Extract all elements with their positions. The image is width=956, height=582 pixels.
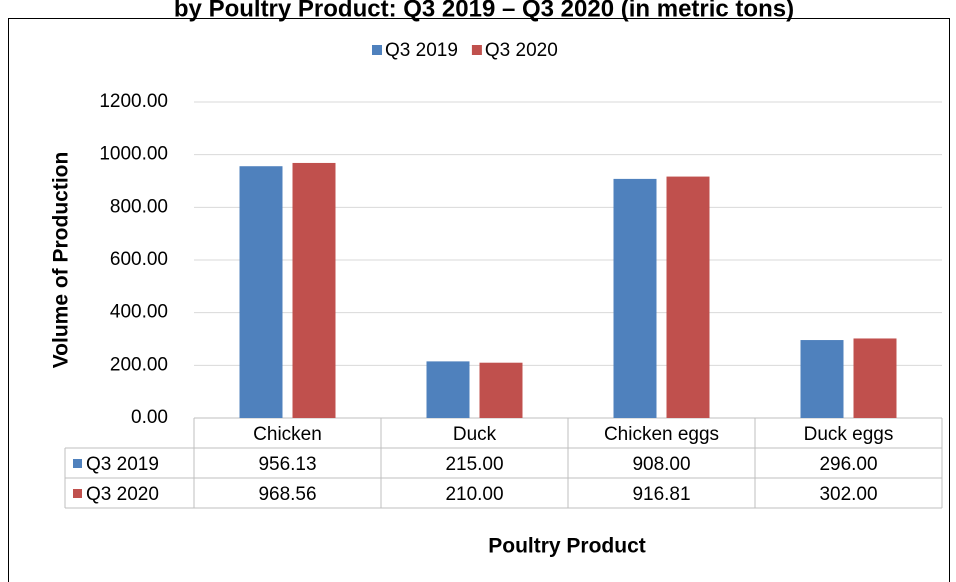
y-tick-label: 0.00	[131, 407, 168, 428]
chart-border	[8, 18, 950, 582]
table-value: 296.00	[819, 454, 877, 475]
y-tick-label: 400.00	[110, 302, 168, 323]
y-axis-title: Volume of Production	[50, 152, 73, 369]
bar	[613, 178, 657, 418]
table-value: 302.00	[819, 484, 877, 505]
legend-swatch	[372, 45, 382, 55]
bar	[800, 340, 844, 418]
table-value: 908.00	[632, 454, 690, 475]
bar	[666, 176, 710, 418]
bar	[479, 362, 523, 418]
x-tick-label: Duck eggs	[804, 424, 894, 445]
table-value: 215.00	[445, 454, 503, 475]
legend-label: Q3 2020	[485, 40, 558, 61]
x-tick-label: Chicken	[253, 424, 322, 445]
legend-label: Q3 2019	[385, 40, 458, 61]
y-tick-label: 1200.00	[99, 91, 168, 112]
table-legend-swatch	[73, 489, 82, 498]
y-tick-label: 600.00	[110, 249, 168, 270]
y-tick-label: 1000.00	[99, 144, 168, 165]
x-tick-label: Chicken eggs	[604, 424, 719, 445]
y-tick-label: 800.00	[110, 196, 168, 217]
x-axis-title: Poultry Product	[488, 535, 646, 558]
legend-swatch	[471, 45, 482, 55]
x-tick-label: Duck	[453, 424, 497, 445]
table-value: 916.81	[632, 484, 690, 505]
chart-title: by Poultry Product: Q3 2019 – Q3 2020 (i…	[174, 0, 794, 22]
table-series-label: Q3 2019	[86, 454, 159, 475]
bar	[239, 166, 283, 418]
table-value: 968.56	[258, 484, 316, 505]
table-series-label: Q3 2020	[86, 484, 159, 505]
y-tick-label: 200.00	[110, 354, 168, 375]
bar	[426, 361, 470, 418]
table-legend-swatch	[73, 459, 82, 468]
table-value: 956.13	[258, 454, 316, 475]
table-value: 210.00	[445, 484, 503, 505]
bar	[292, 162, 336, 418]
bar	[853, 338, 897, 418]
